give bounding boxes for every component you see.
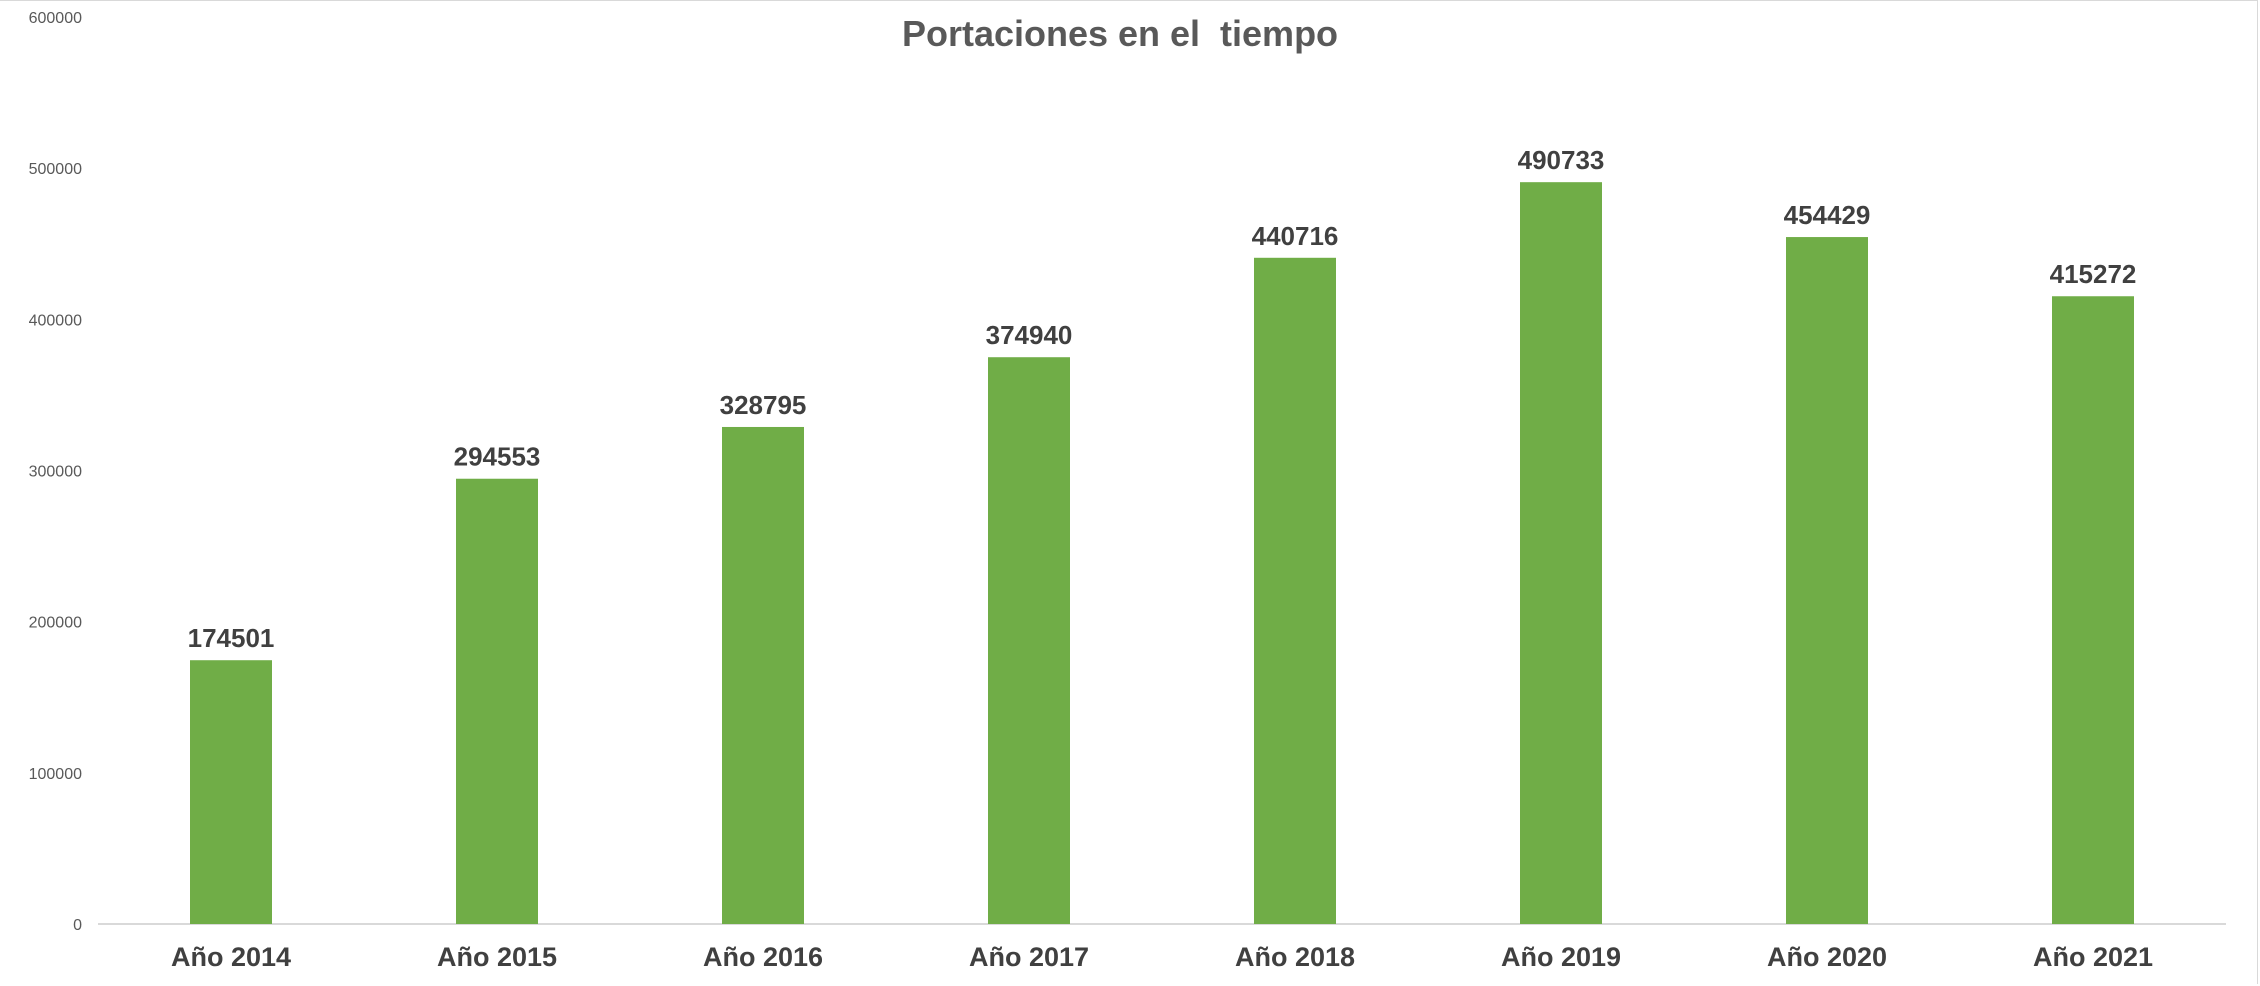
- data-label: 440716: [1252, 221, 1339, 251]
- data-label: 415272: [2050, 259, 2137, 289]
- y-tick-label: 300000: [29, 464, 82, 481]
- data-label: 294553: [454, 442, 541, 472]
- x-tick-label: Año 2017: [969, 942, 1089, 972]
- x-axis: Año 2014 Año 2015 Año 2016 Año 2017 Año 2018…: [171, 942, 2153, 972]
- data-labels: 174501 294553 328795 374940 440716 490733 4544…: [188, 145, 2137, 653]
- x-tick-label: Año 2020: [1767, 942, 1887, 972]
- chart-title: Portaciones en el tiempo: [902, 13, 1338, 54]
- x-tick-label: Año 2021: [2033, 942, 2153, 972]
- data-label: 174501: [188, 623, 275, 653]
- bar: [190, 660, 272, 924]
- y-tick-label: 500000: [29, 161, 82, 178]
- data-label: 490733: [1518, 145, 1605, 175]
- bar: [722, 426, 804, 924]
- x-tick-label: Año 2019: [1501, 942, 1621, 972]
- data-label: 374940: [986, 320, 1073, 350]
- x-tick-label: Año 2014: [171, 942, 291, 972]
- data-label: 454429: [1784, 200, 1871, 230]
- bar: [1254, 257, 1336, 924]
- y-tick-label: 600000: [29, 10, 82, 27]
- data-label: 328795: [720, 390, 807, 420]
- bar: [1520, 182, 1602, 924]
- bar: [988, 357, 1070, 924]
- bars: [190, 182, 2134, 925]
- y-tick-label: 0: [73, 917, 82, 934]
- y-tick-label: 200000: [29, 615, 82, 632]
- y-axis: 0 100000 200000 300000 400000 500000 600000: [29, 10, 82, 934]
- x-tick-label: Año 2016: [703, 942, 823, 972]
- bar: [456, 478, 538, 924]
- bar: [1786, 237, 1868, 925]
- x-tick-label: Año 2015: [437, 942, 557, 972]
- y-tick-label: 100000: [29, 766, 82, 783]
- x-tick-label: Año 2018: [1235, 942, 1355, 972]
- y-tick-label: 400000: [29, 312, 82, 329]
- bar: [2052, 296, 2134, 924]
